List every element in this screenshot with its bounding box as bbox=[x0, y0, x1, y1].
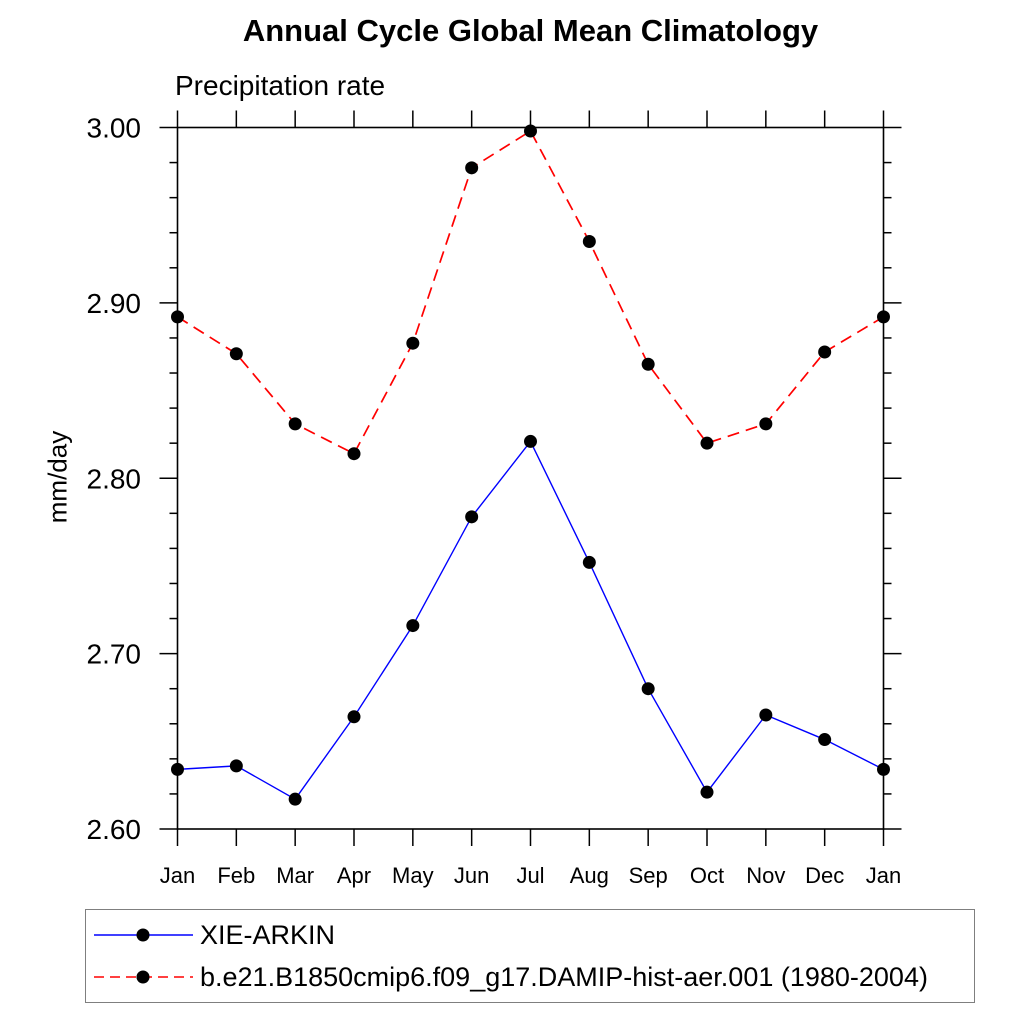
chart-subtitle: Precipitation rate bbox=[175, 70, 386, 101]
legend-marker-icon bbox=[136, 970, 150, 984]
legend-marker-icon bbox=[136, 928, 150, 942]
x-tick-label: Feb bbox=[217, 863, 255, 888]
legend-entry-xie-arkin: XIE-ARKIN bbox=[86, 914, 974, 956]
legend-line-sample-solid bbox=[94, 928, 193, 942]
y-tick-label: 2.70 bbox=[87, 639, 142, 670]
x-tick-label: Apr bbox=[337, 863, 371, 888]
x-tick-label: Jun bbox=[454, 863, 489, 888]
chart-title: Annual Cycle Global Mean Climatology bbox=[242, 13, 819, 48]
x-tick-label: Oct bbox=[690, 863, 724, 888]
legend-box: XIE-ARKIN b.e21.B1850cmip6.f09_g17.DAMIP… bbox=[85, 909, 975, 1003]
y-tick-label: 2.90 bbox=[87, 288, 142, 319]
x-tick-label: Nov bbox=[746, 863, 785, 888]
y-tick-label: 3.00 bbox=[87, 113, 142, 144]
x-tick-label: Mar bbox=[276, 863, 314, 888]
y-tick-label: 2.80 bbox=[87, 463, 142, 494]
x-tick-label: Jul bbox=[516, 863, 544, 888]
x-tick-label: Jan bbox=[866, 863, 901, 888]
legend-line-sample-dashed bbox=[94, 970, 193, 984]
legend-entry-model: b.e21.B1850cmip6.f09_g17.DAMIP-hist-aer.… bbox=[86, 956, 974, 998]
series-line-0 bbox=[177, 440, 884, 801]
axis-ticks bbox=[159, 110, 902, 846]
y-tick-label: 2.60 bbox=[87, 814, 142, 845]
legend-label: XIE-ARKIN bbox=[200, 919, 336, 950]
series-markers-0 bbox=[171, 434, 890, 806]
legend-label: b.e21.B1850cmip6.f09_g17.DAMIP-hist-aer.… bbox=[200, 961, 928, 992]
x-tick-label: Jan bbox=[160, 863, 195, 888]
series-markers-1 bbox=[171, 124, 890, 461]
x-tick-label: Dec bbox=[805, 863, 844, 888]
plot-frame bbox=[176, 126, 885, 830]
x-tick-label: Sep bbox=[629, 863, 668, 888]
x-tick-label: May bbox=[392, 863, 434, 888]
series-line-1 bbox=[177, 129, 884, 455]
axis-tick-labels: Jan Feb Mar Apr May Jun Jul Aug Sep Oct Nov Dec Jan 3… bbox=[87, 113, 902, 889]
x-tick-label: Aug bbox=[570, 863, 609, 888]
